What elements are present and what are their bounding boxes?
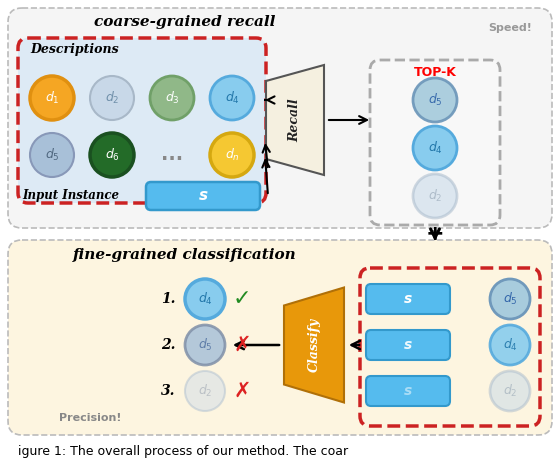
Text: Precision!: Precision! (59, 413, 122, 423)
Text: igure 1: The overall process of our method. The coar: igure 1: The overall process of our meth… (18, 445, 348, 459)
Text: $d_{5}$: $d_{5}$ (45, 147, 59, 163)
Text: Recall: Recall (288, 98, 301, 142)
Circle shape (413, 174, 457, 218)
Text: ✗: ✗ (234, 381, 251, 401)
Text: +: + (426, 224, 444, 244)
Circle shape (490, 371, 530, 411)
FancyBboxPatch shape (366, 330, 450, 360)
Text: $d_{6}$: $d_{6}$ (105, 147, 119, 163)
Circle shape (490, 279, 530, 319)
Text: Classify: Classify (307, 318, 320, 372)
Text: $d_{n}$: $d_{n}$ (225, 147, 240, 163)
Text: s: s (404, 292, 412, 306)
Text: $d_{1}$: $d_{1}$ (45, 90, 59, 106)
Text: $d_{2}$: $d_{2}$ (105, 90, 119, 106)
Text: $d_{4}$: $d_{4}$ (502, 337, 517, 353)
Circle shape (413, 78, 457, 122)
Text: TOP-K: TOP-K (414, 67, 456, 80)
Text: $d_{5}$: $d_{5}$ (503, 291, 517, 307)
FancyBboxPatch shape (366, 284, 450, 314)
Circle shape (90, 76, 134, 120)
Text: s: s (404, 384, 412, 398)
Text: s: s (404, 338, 412, 352)
Text: $d_{5}$: $d_{5}$ (428, 92, 442, 108)
FancyBboxPatch shape (8, 240, 552, 435)
FancyBboxPatch shape (360, 268, 540, 426)
FancyBboxPatch shape (366, 376, 450, 406)
Text: $d_{2}$: $d_{2}$ (198, 383, 212, 399)
Text: $d_{4}$: $d_{4}$ (427, 140, 442, 156)
Text: ...: ... (161, 145, 183, 164)
Polygon shape (284, 288, 344, 403)
Text: $d_{4}$: $d_{4}$ (225, 90, 240, 106)
Text: Input Instance: Input Instance (22, 190, 119, 203)
Circle shape (490, 325, 530, 365)
Circle shape (30, 133, 74, 177)
FancyBboxPatch shape (18, 38, 266, 203)
Circle shape (185, 371, 225, 411)
Circle shape (413, 126, 457, 170)
Polygon shape (266, 65, 324, 175)
Text: ✓: ✓ (233, 289, 251, 309)
Circle shape (90, 133, 134, 177)
FancyBboxPatch shape (370, 60, 500, 225)
Text: $d_{2}$: $d_{2}$ (428, 188, 442, 204)
Circle shape (210, 76, 254, 120)
FancyBboxPatch shape (146, 182, 260, 210)
Text: $d_{2}$: $d_{2}$ (503, 383, 517, 399)
Text: Speed!: Speed! (488, 23, 532, 33)
Text: Descriptions: Descriptions (30, 43, 119, 56)
Text: $d_{5}$: $d_{5}$ (198, 337, 212, 353)
Text: s: s (198, 189, 208, 204)
Text: coarse-grained recall: coarse-grained recall (94, 15, 276, 29)
Text: $d_{4}$: $d_{4}$ (198, 291, 212, 307)
Text: 3.: 3. (161, 384, 175, 398)
Circle shape (30, 76, 74, 120)
Text: 2.: 2. (161, 338, 175, 352)
Text: fine-grained classification: fine-grained classification (73, 248, 297, 262)
Circle shape (185, 325, 225, 365)
Circle shape (150, 76, 194, 120)
Text: ✗: ✗ (234, 335, 251, 355)
FancyBboxPatch shape (8, 8, 552, 228)
Text: $d_{3}$: $d_{3}$ (165, 90, 179, 106)
Circle shape (210, 133, 254, 177)
Text: 1.: 1. (161, 292, 175, 306)
Circle shape (185, 279, 225, 319)
